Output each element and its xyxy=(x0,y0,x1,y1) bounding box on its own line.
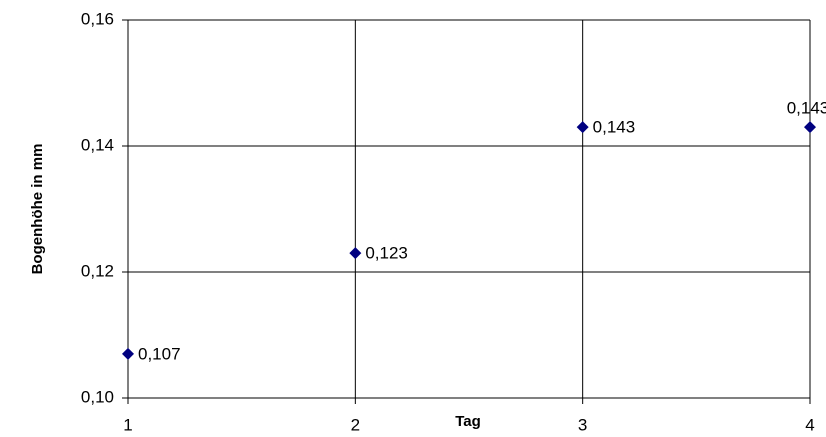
y-tick-label: 0,16 xyxy=(81,9,114,28)
x-tick-label: 4 xyxy=(805,415,814,434)
data-label: 0,143 xyxy=(593,118,636,137)
data-label: 0,123 xyxy=(365,244,408,263)
y-tick-label: 0,12 xyxy=(81,261,114,280)
y-tick-label: 0,14 xyxy=(81,135,114,154)
data-label: 0,143 xyxy=(787,99,826,118)
y-axis-title: Bogenhöhe in mm xyxy=(29,144,46,275)
x-tick-label: 2 xyxy=(351,415,360,434)
data-label: 0,107 xyxy=(138,344,181,363)
point xyxy=(576,121,589,134)
x-tick-label: 1 xyxy=(123,415,132,434)
point xyxy=(122,347,134,360)
x-tick-label: 3 xyxy=(578,415,587,434)
y-tick-label: 0,10 xyxy=(81,387,114,406)
x-axis-title: Tag xyxy=(455,413,481,430)
point xyxy=(804,121,816,134)
point xyxy=(349,247,362,260)
